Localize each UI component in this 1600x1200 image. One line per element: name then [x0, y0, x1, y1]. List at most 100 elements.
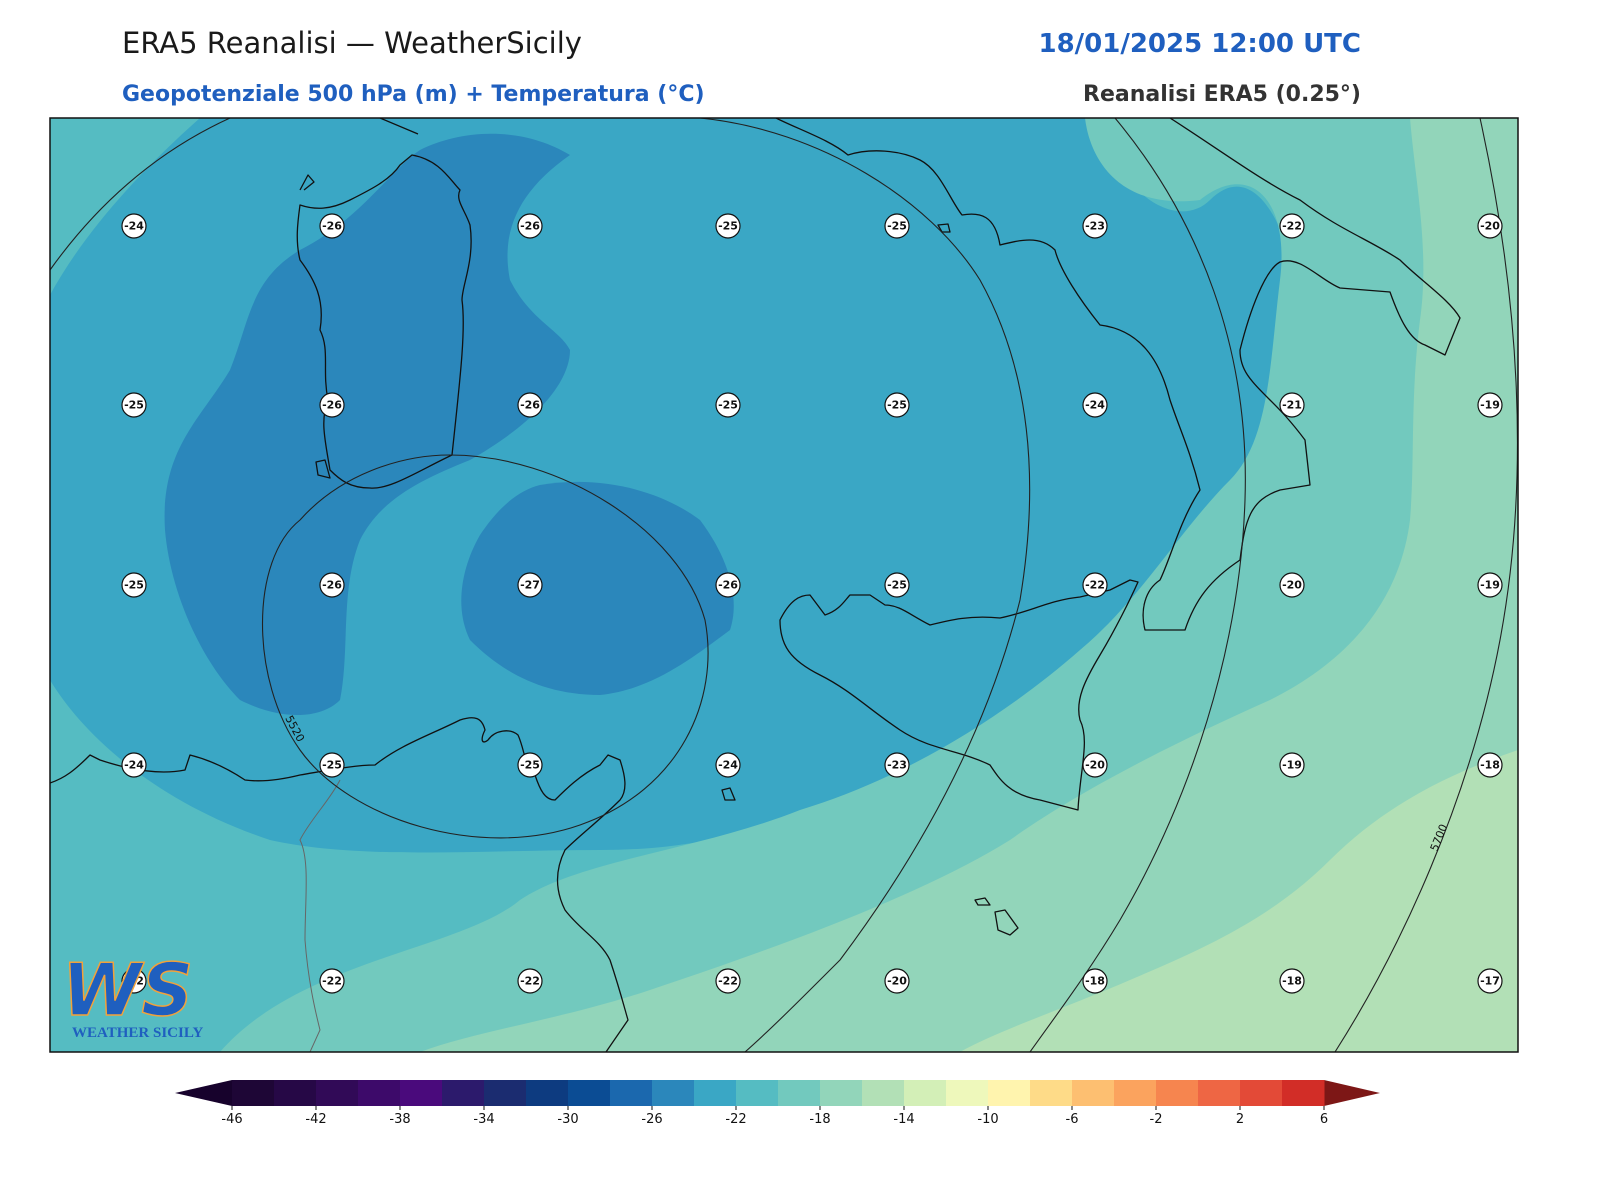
- label-badge: [1082, 572, 1108, 598]
- colorbar-bin: [610, 1080, 653, 1106]
- colorbar-bin: [484, 1080, 527, 1106]
- colorbar-tick-label: -42: [305, 1112, 326, 1127]
- colorbar-bin: [694, 1080, 737, 1106]
- temperature-label: -20: [1282, 579, 1302, 592]
- colorbar-tick-label: 2: [1236, 1112, 1244, 1127]
- colorbar-bin: [1072, 1080, 1115, 1106]
- datetime: 18/01/2025 12:00 UTC: [1038, 29, 1361, 59]
- temperature-label: -25: [718, 399, 738, 412]
- label-badge: [884, 213, 910, 239]
- coastline: [775, 118, 1461, 631]
- label-badge: [1279, 213, 1305, 239]
- subtitle: Geopotenziale 500 hPa (m) + Temperatura …: [122, 82, 705, 107]
- label-badge: [884, 392, 910, 418]
- colorbar-tick-label: -10: [977, 1112, 998, 1127]
- colorbar-bin: [568, 1080, 611, 1106]
- logo: WS Weather Sicily: [61, 947, 203, 1041]
- label-badge: [319, 572, 345, 598]
- temperature-label: -18: [1085, 975, 1105, 988]
- colorbar-tick-label: 6: [1320, 1112, 1328, 1127]
- colorbar-tick-label: -18: [809, 1112, 830, 1127]
- colorbar-under: [175, 1080, 232, 1106]
- label-badge: [319, 213, 345, 239]
- temperature-label: -18: [1282, 975, 1302, 988]
- colorbar-bin: [232, 1080, 275, 1106]
- logo-text: Weather Sicily: [72, 1025, 203, 1041]
- temperature-label: -24: [124, 220, 144, 233]
- temperature-label: -27: [520, 579, 540, 592]
- label-badge: [121, 968, 147, 994]
- label-badge: [715, 213, 741, 239]
- temperature-label: -26: [718, 579, 738, 592]
- label-badge: [517, 213, 543, 239]
- label-badge: [319, 392, 345, 418]
- label-badge: [1279, 752, 1305, 778]
- colorbar-tick-label: -30: [557, 1112, 578, 1127]
- logo-mark: WS: [62, 948, 193, 1032]
- colorbar-bin: [274, 1080, 317, 1106]
- coastline: [937, 223, 951, 233]
- colorbar-tick-label: -46: [221, 1112, 242, 1127]
- temperature-label: -21: [1282, 399, 1302, 412]
- temperature-label: -19: [1282, 759, 1302, 772]
- temperature-label: -25: [124, 579, 144, 592]
- label-badge: [1279, 392, 1305, 418]
- label-badge: [121, 752, 147, 778]
- temperature-label: -18: [1480, 759, 1500, 772]
- contour-line: [50, 118, 1031, 1052]
- label-badge: [121, 572, 147, 598]
- label-badge: [121, 213, 147, 239]
- colorbar-bin: [1198, 1080, 1241, 1106]
- label-badge: [715, 752, 741, 778]
- label-badge: [884, 572, 910, 598]
- temperature-label: -22: [1282, 220, 1302, 233]
- colorbar-tick-label: -38: [389, 1112, 410, 1127]
- label-badge: [1477, 968, 1503, 994]
- temperature-label: -22: [520, 975, 540, 988]
- coastline: [50, 717, 629, 1052]
- temperature-label: -23: [1085, 220, 1105, 233]
- label-badge: [517, 392, 543, 418]
- colorbar-bin: [820, 1080, 863, 1106]
- coastline: [315, 459, 331, 479]
- contour-line: [1029, 118, 1246, 1052]
- coastline: [296, 118, 472, 489]
- colorbar-tick-label: -14: [893, 1112, 914, 1127]
- temperature-label: -26: [520, 220, 540, 233]
- colorbar-bin: [442, 1080, 485, 1106]
- temperature-labels: -24 -26 -26 -25 -25 -23 -22 -20 -25 -26 -26 -25 -25 -…: [121, 213, 1503, 994]
- temperature-label: -22: [322, 975, 342, 988]
- colorbar-tick-label: -6: [1066, 1112, 1079, 1127]
- temperature-label: -17: [1480, 975, 1500, 988]
- temperature-label: -20: [1085, 759, 1105, 772]
- contour-line: [262, 454, 709, 839]
- temperature-label: -24: [718, 759, 738, 772]
- temperature-label: -26: [322, 579, 342, 592]
- label-badge: [1082, 968, 1108, 994]
- label-badge: [1279, 968, 1305, 994]
- colorbar-bin: [1156, 1080, 1199, 1106]
- temperature-label: -22: [1085, 579, 1105, 592]
- title: ERA5 Reanalisi — WeatherSicily: [122, 26, 582, 60]
- field-band: [420, 118, 1518, 1052]
- colorbar-bin: [862, 1080, 905, 1106]
- label-badge: [715, 968, 741, 994]
- temperature-label: -24: [124, 759, 144, 772]
- label-badge: [884, 752, 910, 778]
- field-band: [461, 481, 734, 695]
- coastline: [721, 787, 1019, 936]
- temperature-label: -20: [1480, 220, 1500, 233]
- colorbar-tick-label: -26: [641, 1112, 662, 1127]
- label-badge: [1279, 572, 1305, 598]
- label-badge: [1477, 392, 1503, 418]
- label-badge: [1477, 752, 1503, 778]
- label-badge: [1082, 752, 1108, 778]
- temperature-label: -25: [718, 220, 738, 233]
- label-badge: [121, 392, 147, 418]
- label-badge: [319, 752, 345, 778]
- temperature-label: -25: [887, 399, 907, 412]
- label-badge: [884, 968, 910, 994]
- contour-line: [1334, 118, 1518, 1052]
- temperature-label: -25: [887, 579, 907, 592]
